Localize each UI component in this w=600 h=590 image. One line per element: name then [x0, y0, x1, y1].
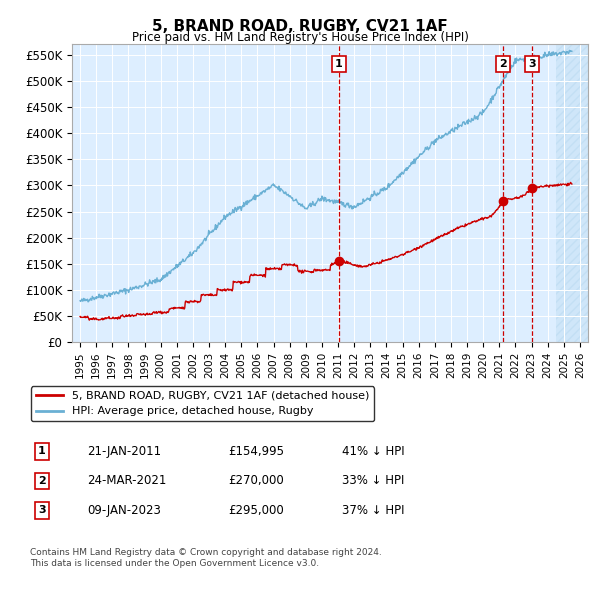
- Legend: 5, BRAND ROAD, RUGBY, CV21 1AF (detached house), HPI: Average price, detached ho: 5, BRAND ROAD, RUGBY, CV21 1AF (detached…: [31, 386, 374, 421]
- Text: 3: 3: [528, 58, 536, 68]
- Polygon shape: [556, 44, 588, 342]
- Text: 2: 2: [38, 476, 46, 486]
- Text: 21-JAN-2011: 21-JAN-2011: [87, 445, 161, 458]
- Text: £154,995: £154,995: [228, 445, 284, 458]
- Text: 1: 1: [38, 447, 46, 456]
- Text: Contains HM Land Registry data © Crown copyright and database right 2024.: Contains HM Land Registry data © Crown c…: [30, 548, 382, 556]
- Text: 5, BRAND ROAD, RUGBY, CV21 1AF: 5, BRAND ROAD, RUGBY, CV21 1AF: [152, 19, 448, 34]
- Text: 1: 1: [335, 58, 343, 68]
- Text: Price paid vs. HM Land Registry's House Price Index (HPI): Price paid vs. HM Land Registry's House …: [131, 31, 469, 44]
- Text: 33% ↓ HPI: 33% ↓ HPI: [342, 474, 404, 487]
- Text: 09-JAN-2023: 09-JAN-2023: [87, 504, 161, 517]
- Text: 24-MAR-2021: 24-MAR-2021: [87, 474, 166, 487]
- Text: This data is licensed under the Open Government Licence v3.0.: This data is licensed under the Open Gov…: [30, 559, 319, 568]
- Text: £295,000: £295,000: [228, 504, 284, 517]
- Text: 2: 2: [499, 58, 507, 68]
- Text: £270,000: £270,000: [228, 474, 284, 487]
- Text: 3: 3: [38, 506, 46, 515]
- Text: 41% ↓ HPI: 41% ↓ HPI: [342, 445, 404, 458]
- Text: 37% ↓ HPI: 37% ↓ HPI: [342, 504, 404, 517]
